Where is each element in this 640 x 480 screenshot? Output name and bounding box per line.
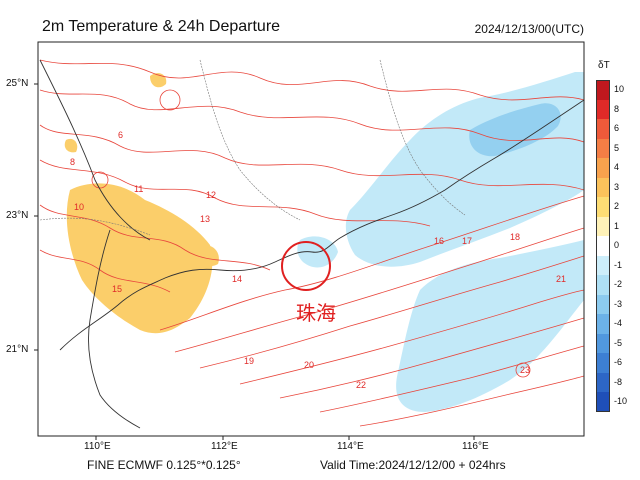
- colorbar-swatch: [596, 138, 610, 158]
- colorbar-label: 3: [614, 181, 620, 192]
- contour-label: 11: [134, 184, 143, 194]
- province-borders: [39, 59, 466, 236]
- colorbar-swatch: [596, 236, 610, 256]
- longitude-label-116: 116°E: [462, 441, 489, 452]
- contour-label: 20: [304, 360, 314, 370]
- colorbar-swatch: [596, 119, 610, 139]
- colorbar-label: -5: [614, 337, 623, 348]
- contour-label-group: 8 6 10 11 12 13 14 15 16 17 18 19 20 21 …: [70, 130, 566, 390]
- colorbar-label: -3: [614, 298, 623, 309]
- chart-title: 2m Temperature & 24h Departure: [42, 18, 281, 35]
- map-frame: [37, 41, 585, 437]
- colorbar-label: 10: [614, 84, 625, 94]
- colorbar-swatch: [596, 353, 610, 373]
- contour-label: 19: [244, 356, 254, 366]
- colorbar-label: 6: [614, 123, 620, 133]
- colorbar-swatch: [596, 158, 610, 178]
- contour-label: 21: [556, 274, 566, 284]
- contour-label: 6: [118, 130, 123, 140]
- colorbar-swatch: [596, 372, 610, 392]
- colorbar-swatch: [596, 314, 610, 334]
- model-info: FINE ECMWF 0.125°*0.125°: [87, 458, 241, 472]
- colorbar-label: 4: [614, 162, 620, 172]
- colorbar-label: 2: [614, 201, 620, 211]
- coastline: [39, 59, 585, 429]
- colorbar-swatch: [596, 177, 610, 197]
- colorbar-label: -10: [614, 396, 628, 406]
- contour-label: 17: [462, 236, 472, 246]
- contour-label: 14: [232, 274, 242, 284]
- warm-anomaly-area: [64, 73, 219, 334]
- longitude-label-110: 110°E: [84, 441, 111, 452]
- zhuhai-highlight-circle: [281, 241, 331, 291]
- contour-label: 18: [510, 232, 520, 242]
- colorbar-title: δT: [598, 60, 610, 71]
- contour-label: 10: [74, 202, 84, 212]
- contour-label: 13: [200, 214, 210, 224]
- init-datetime: 2024/12/13/00(UTC): [474, 22, 584, 36]
- longitude-label-112: 112°E: [211, 441, 238, 452]
- latitude-label-23: 23°N: [6, 210, 29, 221]
- colorbar-label: 0: [614, 240, 620, 250]
- contour-label: 15: [112, 284, 122, 294]
- colorbar-label: -4: [614, 318, 623, 328]
- contour-label: 22: [356, 380, 366, 390]
- colorbar-label: 8: [614, 103, 620, 114]
- colorbar-swatch: [596, 294, 610, 314]
- latitude-label-25: 25°N: [6, 78, 29, 89]
- colorbar-swatch: [596, 275, 610, 295]
- colorbar-label: -6: [614, 357, 623, 367]
- latitude-label-21: 21°N: [6, 344, 29, 355]
- isotherm-contours: [39, 59, 585, 427]
- contour-label: 8: [70, 157, 75, 167]
- contour-label: 16: [434, 236, 444, 246]
- colorbar-swatch: [596, 333, 610, 353]
- axis-ticks: [34, 83, 475, 440]
- valid-time: Valid Time:2024/12/12/00 + 024hrs: [320, 458, 506, 472]
- colorbar-swatch: [596, 197, 610, 217]
- colorbar-swatch: [596, 255, 610, 275]
- colorbar-label: 1: [614, 220, 620, 231]
- longitude-label-114: 114°E: [337, 441, 364, 452]
- colorbar-swatch: [596, 80, 610, 100]
- colorbar-label: -2: [614, 279, 623, 289]
- colorbar-swatch: [596, 216, 610, 236]
- colorbar-label: 5: [614, 142, 620, 153]
- colorbar-label: -1: [614, 259, 623, 270]
- contour-label: 23: [520, 365, 530, 375]
- colorbar-swatch: [596, 99, 610, 119]
- contour-label: 12: [206, 190, 216, 200]
- colorbar-label: -8: [614, 376, 623, 387]
- colorbar-swatch: [596, 392, 610, 412]
- colder-anomaly-area: [469, 103, 561, 157]
- zhuhai-annotation: 珠海: [296, 301, 336, 325]
